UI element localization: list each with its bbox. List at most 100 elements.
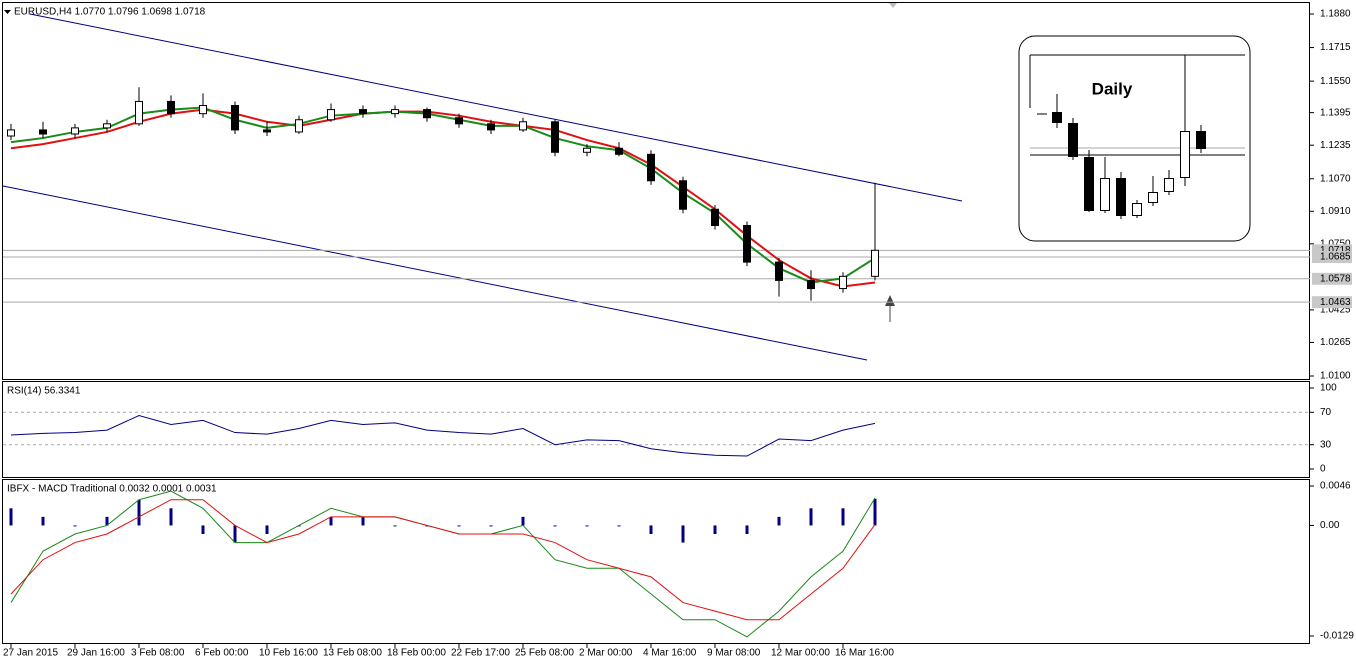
histogram-bar xyxy=(681,525,685,543)
price-level-box xyxy=(1312,251,1352,264)
x-tick-label: 3 Feb 08:00 xyxy=(131,648,185,659)
x-tick-label: 25 Feb 08:00 xyxy=(515,648,574,659)
histogram-bar xyxy=(841,508,845,526)
candle-body xyxy=(647,153,655,182)
panel-title: EURUSD,H4 1.0770 1.0796 1.0698 1.0718 xyxy=(14,7,206,18)
daily-inset: Daily xyxy=(1018,35,1251,242)
y-tick-label: 1.0910 xyxy=(1320,206,1351,217)
price-level-box xyxy=(1312,296,1352,309)
y-tick-label: 0.0046 xyxy=(1320,481,1351,492)
candle-body xyxy=(391,109,399,115)
price-level-label: 1.0685 xyxy=(1320,252,1351,263)
histogram-bar xyxy=(9,508,13,526)
histogram-bar xyxy=(585,525,589,527)
x-tick-label: 13 Feb 08:00 xyxy=(323,648,382,659)
y-tick-label: 0 xyxy=(1320,464,1326,475)
price-panel xyxy=(2,2,1310,380)
price-level-label: 1.0463 xyxy=(1320,297,1351,308)
histogram-bar xyxy=(105,516,109,526)
candle-body xyxy=(551,121,559,153)
y-tick-label: 1.1715 xyxy=(1320,42,1351,53)
histogram-bar xyxy=(393,525,397,527)
y-tick-label: 1.1880 xyxy=(1320,9,1351,20)
x-tick-label: 12 Mar 00:00 xyxy=(771,648,830,659)
candle-body xyxy=(775,261,783,281)
y-tick-label: 70 xyxy=(1320,407,1332,418)
candle-body xyxy=(199,105,207,115)
candle-body xyxy=(167,100,175,115)
x-tick-label: 16 Mar 16:00 xyxy=(835,648,894,659)
candle-body xyxy=(359,109,367,115)
macd-panel xyxy=(2,479,1310,644)
histogram-bar xyxy=(745,525,749,534)
histogram-bar xyxy=(777,516,781,526)
shift-marker xyxy=(889,3,897,8)
rsi-panel xyxy=(2,381,1310,478)
candle-body xyxy=(679,180,687,210)
histogram-bar xyxy=(41,516,45,526)
candle-body xyxy=(327,109,335,121)
arrow xyxy=(885,295,895,322)
inset-title: Daily xyxy=(1092,79,1133,98)
candle-body xyxy=(583,147,591,153)
candle-body xyxy=(871,249,879,277)
trend-line xyxy=(2,185,868,361)
y-tick-label: 1.1235 xyxy=(1320,140,1351,151)
y-tick-label: 1.1070 xyxy=(1320,173,1351,184)
y-tick-label: 1.0425 xyxy=(1320,305,1351,316)
x-tick-label: 2 Mar 00:00 xyxy=(579,648,633,659)
candle-body xyxy=(295,119,303,133)
x-tick-label: 29 Jan 16:00 xyxy=(67,648,125,659)
price-level-box xyxy=(1312,272,1352,285)
candle-body xyxy=(807,279,815,290)
y-tick-label: 100 xyxy=(1320,383,1337,394)
x-tick-label: 9 Mar 08:00 xyxy=(707,648,761,659)
histogram-bar xyxy=(265,525,269,534)
x-tick-label: 10 Feb 16:00 xyxy=(259,648,318,659)
y-tick-label: 0.00 xyxy=(1320,520,1340,531)
histogram-bar xyxy=(489,525,493,527)
y-tick-label: 1.1550 xyxy=(1320,76,1351,87)
candle-body xyxy=(615,147,623,155)
y-tick-label: 30 xyxy=(1320,439,1332,450)
candle-body xyxy=(135,100,143,125)
x-tick-label: 18 Feb 00:00 xyxy=(387,648,446,659)
histogram-bar xyxy=(521,516,525,526)
candle-body xyxy=(7,129,15,137)
histogram-bar xyxy=(361,516,365,526)
candle-body xyxy=(455,117,463,125)
x-tick-label: 22 Feb 17:00 xyxy=(451,648,510,659)
histogram-bar xyxy=(201,525,205,534)
y-tick-label: 1.0750 xyxy=(1320,238,1351,249)
y-tick-label: -0.0129 xyxy=(1320,631,1354,642)
histogram-bar xyxy=(713,525,717,534)
y-tick-label: 1.0100 xyxy=(1320,371,1351,382)
histogram-bar xyxy=(873,498,877,526)
candle-body xyxy=(519,121,527,131)
symbol-marker xyxy=(4,10,11,14)
price-level-box xyxy=(1312,244,1352,257)
candle-body xyxy=(743,225,751,263)
histogram-bar xyxy=(329,516,333,526)
candle-body xyxy=(839,275,847,290)
candle-body xyxy=(231,105,239,131)
trend-line xyxy=(29,13,963,202)
y-tick-label: 1.1395 xyxy=(1320,107,1351,118)
histogram-bar xyxy=(617,525,621,527)
histogram-bar xyxy=(649,525,653,534)
y-tick-label: 1.0265 xyxy=(1320,337,1351,348)
histogram-bar xyxy=(137,499,141,526)
x-tick-label: 27 Jan 2015 xyxy=(3,648,58,659)
histogram-bar xyxy=(169,508,173,526)
histogram-bar xyxy=(809,508,813,526)
series-line xyxy=(10,415,876,457)
candle-body xyxy=(71,127,79,135)
series-line xyxy=(10,106,876,284)
candle-body xyxy=(711,208,719,227)
candle-body xyxy=(487,123,495,131)
price-level-label: 1.0578 xyxy=(1320,273,1351,284)
candle-body xyxy=(39,129,47,135)
histogram-bar xyxy=(73,525,77,527)
histogram-bar xyxy=(553,525,557,527)
